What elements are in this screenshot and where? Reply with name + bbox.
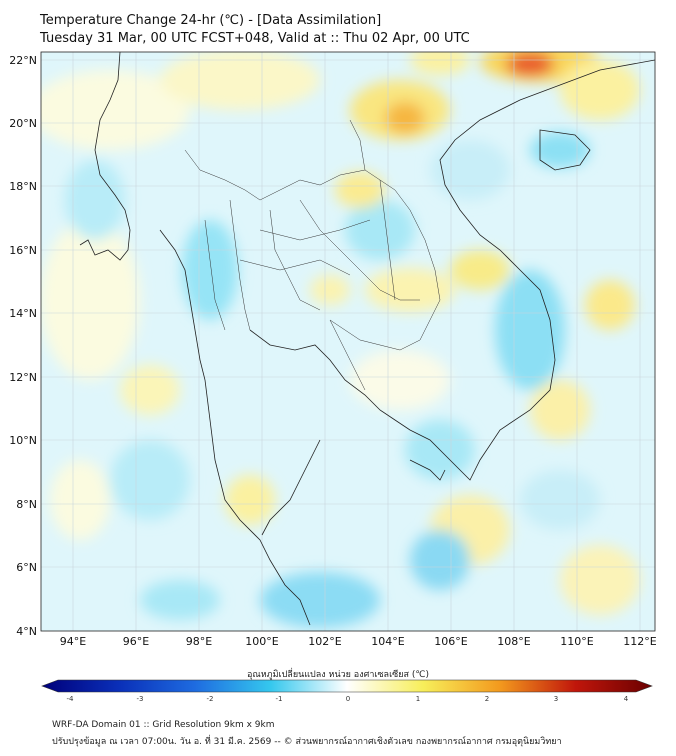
graticule [41, 52, 655, 631]
lon-tick: 98°E [186, 635, 212, 648]
lat-tick: 4°N [16, 625, 37, 638]
lat-tick: 16°N [9, 244, 37, 257]
footer-model-info: WRF-DA Domain 01 :: Grid Resolution 9km … [52, 720, 275, 730]
lat-tick: 14°N [9, 307, 37, 320]
lon-tick: 94°E [60, 635, 86, 648]
lon-axis: 94°E 96°E 98°E 100°E 102°E 104°E 106°E 1… [60, 635, 657, 648]
lon-tick: 96°E [123, 635, 149, 648]
colorbar [41, 679, 653, 693]
colorbar-tick: -3 [137, 695, 144, 703]
colorbar-tick: 4 [624, 695, 629, 703]
lat-tick: 12°N [9, 371, 37, 384]
lat-tick: 8°N [16, 498, 37, 511]
colorbar-tick: 1 [416, 695, 420, 703]
colorbar-ticks: -4 -3 -2 -1 0 1 2 3 4 [67, 695, 629, 703]
lat-tick: 10°N [9, 434, 37, 447]
colorbar-title: อุณหภูมิเปลี่ยนแปลง หน่วย องศาเซลเซียส (… [246, 670, 430, 680]
map-title: Temperature Change 24-hr (℃) - [Data Ass… [40, 13, 382, 28]
colorbar-tick: 0 [346, 695, 350, 703]
temperature-field [41, 52, 655, 631]
map-subtitle: Tuesday 31 Mar, 00 UTC FCST+048, Valid a… [40, 31, 470, 46]
colorbar-tick: -4 [67, 695, 75, 703]
colorbar-tick: -1 [276, 695, 283, 703]
lat-tick: 18°N [9, 180, 37, 193]
lat-axis: 22°N 20°N 18°N 16°N 14°N 12°N 10°N 8°N 6… [9, 54, 37, 638]
colorbar-tick: 2 [485, 695, 489, 703]
footer-credit: ปรับปรุงข้อมูล ณ เวลา 07:00น. วัน อ. ที่… [52, 737, 562, 747]
admin-borders [184, 119, 441, 391]
lon-tick: 106°E [434, 635, 467, 648]
colorbar-tick: -2 [207, 695, 214, 703]
map-frame [40, 51, 656, 632]
lat-tick: 20°N [9, 117, 37, 130]
lat-tick: 22°N [9, 54, 37, 67]
lon-tick: 108°E [497, 635, 530, 648]
lon-tick: 100°E [245, 635, 278, 648]
lon-tick: 102°E [308, 635, 341, 648]
lon-tick: 104°E [371, 635, 404, 648]
colorbar-tick: 3 [554, 695, 558, 703]
lat-tick: 6°N [16, 561, 37, 574]
coastlines [79, 52, 655, 626]
lon-tick: 110°E [560, 635, 593, 648]
lon-tick: 112°E [623, 635, 656, 648]
